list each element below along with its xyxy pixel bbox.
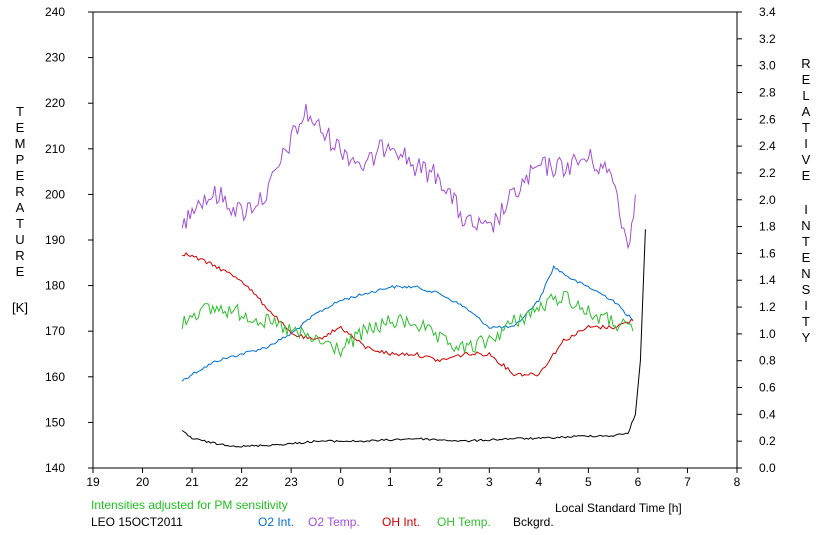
y-right-tick-label: 0.4	[759, 407, 776, 421]
y-right-tick-label: 1.8	[759, 220, 776, 234]
axis-label-letter: T	[16, 104, 24, 119]
x-tick-label: 19	[86, 475, 100, 489]
y-left-tick-label: 200	[45, 187, 65, 201]
series-o2-int	[181, 264, 634, 382]
y-right-tick-label: 1.4	[759, 273, 776, 287]
x-tick-label: 6	[635, 475, 642, 489]
axis-label-letter: R	[15, 184, 25, 199]
x-tick-label: 20	[136, 475, 150, 489]
y-right-tick-label: 2.2	[759, 166, 776, 180]
y-right-tick-label: 1.6	[759, 246, 776, 260]
x-tick-label: 23	[284, 475, 298, 489]
plot-frame	[92, 11, 738, 469]
axis-label-letter: E	[15, 120, 25, 135]
series-line	[181, 229, 646, 448]
axis-label-letter: I	[804, 202, 808, 217]
x-tick-label: 8	[734, 475, 741, 489]
axis-label-letter: I	[804, 298, 808, 313]
y-left-tick-label: 190	[45, 233, 65, 247]
y-right-tick-label: 2.0	[759, 193, 776, 207]
legend-item: OH Temp.	[437, 515, 491, 529]
y-left-tick-label: 210	[45, 142, 65, 156]
legend-item: Bckgrd.	[513, 515, 554, 529]
y-right-tick-label: 2.6	[759, 112, 776, 126]
station-date: LEO 15OCT2011	[91, 515, 183, 529]
axis-label-letter: M	[14, 136, 26, 151]
series-line	[181, 290, 634, 359]
series-line	[181, 103, 636, 250]
axis-label-letter: E	[15, 168, 25, 183]
y-right-tick-label: 0.8	[759, 354, 776, 368]
x-tick-label: 5	[585, 475, 592, 489]
x-tick-label: 0	[337, 475, 344, 489]
y-left-tick-label: 220	[45, 96, 65, 110]
y-right-tick-label: 1.2	[759, 300, 776, 314]
y-right-tick-label: 1.0	[759, 327, 776, 341]
y-left-tick-label: 180	[45, 279, 65, 293]
x-tick-label: 21	[185, 475, 199, 489]
x-tick-label: 22	[235, 475, 249, 489]
axis-label-letter: R	[15, 248, 25, 263]
axis-label-letter: U	[15, 232, 25, 247]
series-o2-temp	[181, 103, 636, 250]
axis-label-letter: N	[801, 266, 811, 281]
x-tick-label: 3	[486, 475, 493, 489]
y-axis-left-unit: [K]	[12, 300, 28, 315]
axis-label-letter: A	[15, 200, 25, 215]
legend-item: O2 Int.	[258, 515, 295, 529]
series-line	[181, 264, 634, 382]
x-tick-label: 2	[436, 475, 443, 489]
axis-label-letter: T	[802, 234, 810, 249]
pm-sensitivity-note: Intensities adjusted for PM sensitivity	[91, 498, 288, 512]
series-oh-int	[182, 252, 634, 377]
x-tick-label: 7	[684, 475, 691, 489]
y-right-tick-label: 0.6	[759, 381, 776, 395]
y-right-tick-label: 2.4	[759, 139, 776, 153]
axis-label-letter: P	[15, 152, 25, 167]
axis-label-letter: N	[801, 218, 811, 233]
y-left-tick-label: 160	[45, 370, 65, 384]
axis-label-letter: E	[801, 250, 811, 265]
legend-item: OH Int.	[382, 515, 421, 529]
axis-label-letter: V	[801, 152, 811, 167]
y-left-tick-label: 140	[45, 461, 65, 475]
y-left-tick-label: 230	[45, 51, 65, 65]
y-left-tick-label: 170	[45, 324, 65, 338]
axis-label-letter: S	[801, 282, 811, 297]
y-left-tick-label: 240	[45, 5, 65, 19]
y-left-tick-label: 150	[45, 415, 65, 429]
axis-label-letter: T	[16, 216, 24, 231]
legend-item: O2 Temp.	[308, 515, 360, 529]
axis-label-letter: E	[801, 168, 811, 183]
axis-label-letter: T	[802, 314, 810, 329]
axis-label-letter: Y	[801, 330, 811, 345]
series-line	[182, 252, 634, 377]
series-oh-temp	[181, 290, 634, 359]
x-tick-label: 1	[387, 475, 394, 489]
y-right-tick-label: 0.0	[759, 461, 776, 475]
axis-label-letter: L	[802, 88, 810, 103]
axis-label-letter: E	[15, 264, 25, 279]
x-tick-label: 4	[536, 475, 543, 489]
x-axis-label: Local Standard Time [h]	[555, 501, 682, 515]
y-right-tick-label: 3.4	[759, 5, 776, 19]
y-right-tick-label: 3.0	[759, 59, 776, 73]
axis-label-letter: I	[804, 136, 808, 151]
y-right-tick-label: 0.2	[759, 434, 776, 448]
y-right-tick-label: 2.8	[759, 85, 776, 99]
axis-label-letter: E	[801, 72, 811, 87]
series-bckgrd	[181, 229, 646, 448]
axis-label-letter: A	[801, 104, 811, 119]
y-right-tick-label: 3.2	[759, 32, 776, 46]
axis-label-letter: T	[802, 120, 810, 135]
axis-label-letter: R	[801, 56, 811, 71]
